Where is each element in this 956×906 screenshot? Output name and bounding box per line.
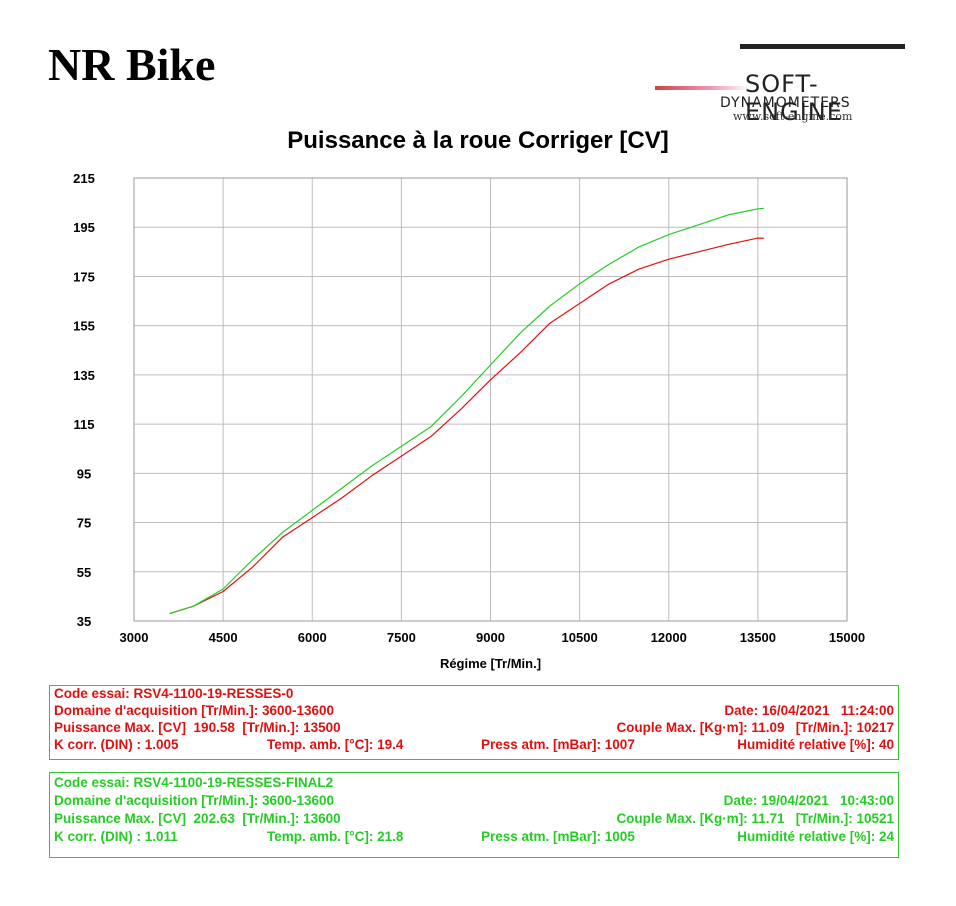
logo-subtitle: DYNAMOMETERS [720, 95, 851, 111]
logo-bar [740, 44, 905, 49]
run1-max-torque: Couple Max. [Kg·m]: 11.09 [Tr/Min.]: 102… [616, 720, 894, 735]
plot-frame [133, 177, 848, 622]
power-chart: 3000 4500 6000 7500 9000 10500 12000 13500 15000… [73, 171, 865, 671]
run1-k-corr: K corr. (DIN) : 1.005 [54, 737, 179, 752]
series-line-1 [169, 237, 764, 615]
y-tick-label: 215 [73, 171, 95, 186]
run2-k-corr: K corr. (DIN) : 1.011 [54, 829, 178, 844]
y-tick-label: 55 [77, 565, 91, 580]
x-tick-label: 15000 [829, 630, 865, 645]
brand-title: NR Bike [48, 39, 216, 90]
chart-title: Puissance à la roue Corriger [CV] [287, 127, 669, 154]
run2-humidity: Humidité relative [%]: 24 [737, 829, 894, 844]
logo-name: SOFT-ENGINE [745, 70, 843, 126]
x-tick-label: 12000 [651, 630, 687, 645]
run1-date: Date: 16/04/2021 11:24:00 [724, 703, 894, 718]
run1-domain: Domaine d'acquisition [Tr/Min.]: 3600-13… [54, 703, 335, 718]
x-tick-label: 9000 [476, 630, 505, 645]
logo-swoosh [655, 86, 750, 90]
y-tick-label: 175 [73, 269, 95, 284]
run2-max-power: Puissance Max. [CV] 202.63 [Tr/Min.]: 13… [54, 811, 341, 826]
logo-url: www.soft-engine.com [733, 110, 853, 123]
run2-info-box: Code essai: RSV4-1100-19-RESSES-FINAL2 D… [49, 772, 899, 858]
x-tick-label: 7500 [387, 630, 416, 645]
x-tick-label: 6000 [298, 630, 327, 645]
y-tick-label: 115 [74, 417, 95, 432]
run2-temp: Temp. amb. [°C]: 21.8 [267, 829, 404, 844]
x-tick-label: 4500 [209, 630, 238, 645]
run2-date: Date: 19/04/2021 10:43:00 [723, 793, 894, 808]
run2-max-torque: Couple Max. [Kg·m]: 11.71 [Tr/Min.]: 105… [616, 811, 894, 826]
run1-humidity: Humidité relative [%]: 40 [737, 737, 894, 752]
y-tick-label: 155 [73, 319, 95, 334]
run1-temp: Temp. amb. [°C]: 19.4 [267, 737, 404, 752]
run2-domain: Domaine d'acquisition [Tr/Min.]: 3600-13… [54, 793, 335, 808]
run2-press: Press atm. [mBar]: 1005 [481, 829, 635, 844]
x-tick-label: 10500 [562, 630, 598, 645]
y-tick-label: 135 [73, 368, 95, 383]
y-tick-label: 75 [77, 516, 91, 531]
x-axis-label: Régime [Tr/Min.] [440, 656, 541, 671]
x-tick-label: 3000 [120, 630, 149, 645]
run1-max-power: Puissance Max. [CV] 190.58 [Tr/Min.]: 13… [54, 720, 341, 735]
run1-info-box: Code essai: RSV4-1100-19-RESSES-0 Domain… [49, 685, 899, 760]
soft-engine-logo: SOFT-ENGINE DYNAMOMETERS www.soft-engine… [655, 40, 910, 126]
y-tick-label: 195 [73, 220, 95, 235]
y-tick-label: 35 [77, 614, 91, 629]
series-line-2 [169, 207, 764, 615]
x-tick-label: 13500 [740, 630, 776, 645]
run1-code: Code essai: RSV4-1100-19-RESSES-0 [54, 686, 294, 701]
y-tick-label: 95 [77, 466, 91, 481]
run2-code: Code essai: RSV4-1100-19-RESSES-FINAL2 [54, 775, 334, 790]
run1-press: Press atm. [mBar]: 1007 [481, 737, 635, 752]
